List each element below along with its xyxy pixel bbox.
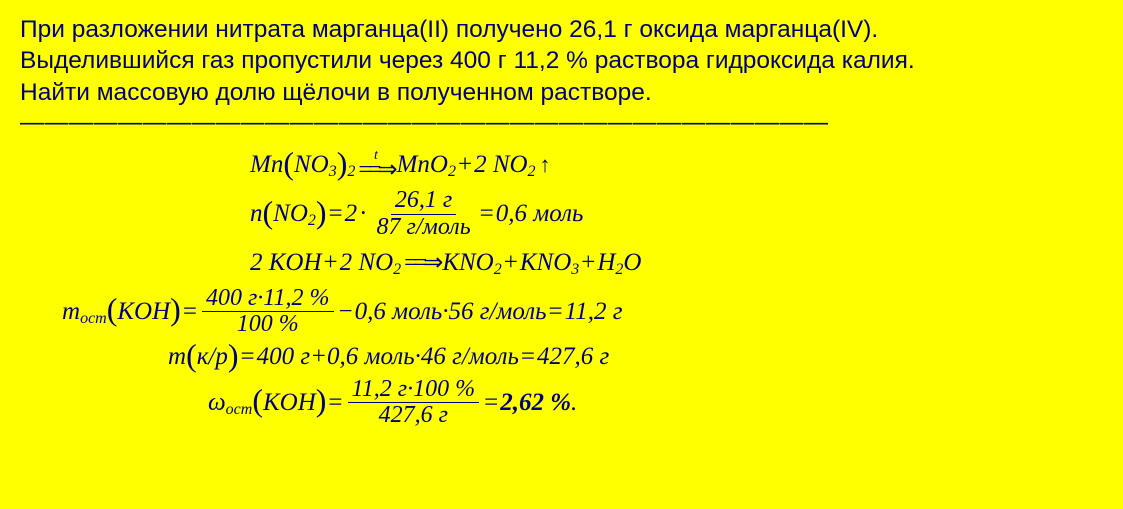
eq2-no2-sub: 2 <box>308 212 316 230</box>
equals-sign: = <box>521 343 535 371</box>
eq5-expr: 400 г+0,6 моль·46 г/моль <box>257 343 519 371</box>
equation-6: ω ост ( KOH ) = 11,2 г·100 % 427,6 г = 2… <box>20 377 1103 428</box>
equation-3: 2 KOH + 2 NO 2 ==⇒ KNO 2 + KNO 3 + H 2 O <box>20 240 1103 286</box>
page-root: При разложении нитрата марганца(II) полу… <box>0 0 1123 439</box>
problem-line-1: При разложении нитрата марганца(II) полу… <box>20 14 1103 45</box>
eq1-coef2: 2 <box>474 151 487 179</box>
plus-sign: + <box>458 151 472 179</box>
eq3-h: H <box>597 249 615 277</box>
eq4-koh: KOH <box>117 298 170 326</box>
equals-sign: = <box>329 200 343 228</box>
eq1-outer-sub: 2 <box>347 163 355 181</box>
paren-close: ) <box>170 291 181 328</box>
eq2-coef: 2 <box>345 200 358 228</box>
eq3-kno3-sub: 3 <box>571 261 579 279</box>
equals-sign: = <box>484 389 498 417</box>
final-answer: 2,62 % <box>500 389 571 417</box>
paren-open: ( <box>186 337 197 374</box>
eq2-frac-num: 26,1 г <box>391 188 456 214</box>
equals-sign: = <box>549 298 563 326</box>
eq4-m: m <box>62 298 80 326</box>
eq3-coef-a: 2 <box>250 249 263 277</box>
eq4-sub: ост <box>80 310 107 328</box>
reaction-arrow: ==⇒ <box>404 248 439 277</box>
eq4-frac-num: 400 г·11,2 % <box>202 286 334 312</box>
eq6-frac-num: 11,2 г·100 % <box>348 377 480 403</box>
eq3-h-sub: 2 <box>615 261 623 279</box>
eq3-no2-sub: 2 <box>393 261 401 279</box>
period: . <box>571 389 577 417</box>
eq6-koh: KOH <box>263 389 316 417</box>
dot-mult: · <box>359 200 367 228</box>
eq4-fraction: 400 г·11,2 % 100 % <box>202 286 334 337</box>
eq6-sub: ост <box>226 401 253 419</box>
minus-sign: − <box>339 298 353 326</box>
eq4-frac-den: 100 % <box>233 312 303 337</box>
eq3-no2: NO <box>358 249 393 277</box>
eq1-no2-sub: 2 <box>528 163 536 181</box>
plus-sign: + <box>504 249 518 277</box>
solution-block: Mn ( NO 3 ) 2 t ==⇒ MnO 2 + 2 NO 2 ↑ <box>20 142 1103 428</box>
eq6-frac-den: 427,6 г <box>375 403 452 428</box>
equals-sign: = <box>183 298 197 326</box>
eq6-fraction: 11,2 г·100 % 427,6 г <box>348 377 480 428</box>
problem-line-3: Найти массовую долю щёлочи в полученном … <box>20 77 1103 108</box>
plus-sign: + <box>581 249 595 277</box>
problem-statement: При разложении нитрата марганца(II) полу… <box>20 14 1103 136</box>
eq2-fraction: 26,1 г 87 г/моль <box>372 188 474 239</box>
eq1-no3: NO <box>294 151 329 179</box>
eq5-arg: к/р <box>197 343 228 371</box>
plus-sign: + <box>324 249 338 277</box>
eq1-no2: NO <box>493 151 528 179</box>
eq1-no3-sub: 3 <box>329 163 337 181</box>
equation-4: m ост ( KOH ) = 400 г·11,2 % 100 % − 0,6… <box>20 286 1103 337</box>
eq2-frac-den: 87 г/моль <box>372 215 474 240</box>
eq2-n: n <box>250 200 263 228</box>
eq6-omega: ω <box>208 389 226 417</box>
eq3-coef-b: 2 <box>340 249 353 277</box>
eq3-kno2-sub: 2 <box>494 261 502 279</box>
paren-open: ( <box>283 145 294 182</box>
eq3-koh: KOH <box>269 249 322 277</box>
paren-close: ) <box>316 382 327 419</box>
equals-sign: = <box>241 343 255 371</box>
gas-arrow-icon: ↑ <box>540 152 551 178</box>
eq2-no2: NO <box>273 200 308 228</box>
eq1-mn: Mn <box>250 151 283 179</box>
divider: ————————————————————————————————— <box>20 110 1103 136</box>
eq4-result: 11,2 г <box>565 298 623 326</box>
equation-1: Mn ( NO 3 ) 2 t ==⇒ MnO 2 + 2 NO 2 ↑ <box>20 142 1103 188</box>
equation-2: n ( NO 2 ) = 2 · 26,1 г 87 г/моль = 0,6 … <box>20 188 1103 239</box>
eq3-kno2: KNO <box>442 249 493 277</box>
paren-close: ) <box>337 145 348 182</box>
problem-line-2: Выделившийся газ пропустили через 400 г … <box>20 45 1103 76</box>
equation-5: m ( к/р ) = 400 г+0,6 моль·46 г/моль = 4… <box>20 337 1103 377</box>
reaction-arrow-heat: t ==⇒ <box>358 150 393 180</box>
eq3-o: O <box>623 249 641 277</box>
paren-open: ( <box>263 194 274 231</box>
equals-sign: = <box>480 200 494 228</box>
eq2-result: 0,6 моль <box>496 200 584 228</box>
eq4-term2: 0,6 моль·56 г/моль <box>355 298 547 326</box>
eq1-mno2-sub: 2 <box>448 163 456 181</box>
paren-open: ( <box>107 291 118 328</box>
paren-open: ( <box>252 382 263 419</box>
equals-sign: = <box>328 389 342 417</box>
paren-close: ) <box>228 337 239 374</box>
eq3-kno3: KNO <box>520 249 571 277</box>
eq5-m: m <box>168 343 186 371</box>
paren-close: ) <box>316 194 327 231</box>
long-arrow-icon: ==⇒ <box>358 161 393 180</box>
eq5-result: 427,6 г <box>537 343 609 371</box>
eq1-mno2: MnO <box>397 151 448 179</box>
